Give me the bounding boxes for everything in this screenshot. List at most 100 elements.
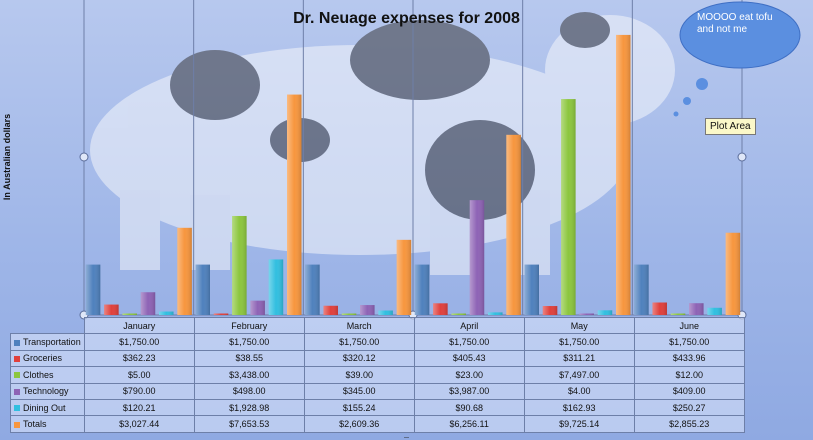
bar-highlight [634,264,649,315]
table-row: Technology $790.00 $498.00 $345.00 $3,987.00… [10,382,745,400]
table-cell: $311.21 [523,349,635,368]
bar-highlight [213,313,229,315]
table-row: Totals $3,027.44 $7,653.53 $2,609.36 $6,256.… [10,415,745,433]
bar-highlight [341,313,357,315]
bar-highlight [451,313,466,315]
legend-swatch [14,421,20,428]
table-cell: $362.23 [83,349,195,368]
legend-entry: Technology [10,382,85,400]
bar-highlight [433,303,448,315]
resize-grip[interactable]: ..... [403,433,410,440]
table-cell: $498.00 [193,382,305,400]
bar-highlight [378,310,393,315]
table-cell: $433.96 [633,349,745,368]
bar-highlight [396,239,412,315]
bar-highlight [689,303,704,315]
bar-highlight [561,99,576,316]
table-row: Groceries $362.23 $38.55 $320.12 $405.43 $311… [10,349,745,368]
bar-highlight [670,313,686,315]
data-table: January February March April May June Transpor… [10,316,745,433]
bar-highlight [542,306,558,315]
table-cell: $320.12 [303,349,415,368]
table-cell: $12.00 [633,366,745,384]
table-cell: $250.27 [633,398,745,417]
legend-entry: Totals [10,415,85,433]
bar-highlight [195,264,210,315]
bar-highlight [579,313,594,315]
x-tick-label: May [523,316,635,335]
table-cell: $3,438.00 [193,366,305,384]
table-cell: $23.00 [413,366,525,384]
table-cell: $409.00 [633,382,745,400]
table-cell: $3,987.00 [413,382,525,400]
table-cell: $39.00 [303,366,415,384]
plot-area-tooltip: Plot Area [705,118,756,135]
bar-highlight [597,310,613,315]
legend-entry: Dining Out [10,398,85,417]
table-row: Transportation $1,750.00 $1,750.00 $1,750.0… [10,333,745,351]
table-cell: $1,750.00 [523,333,635,351]
table-cell: $3,027.44 [83,415,195,433]
table-cell: $120.21 [83,398,195,417]
table-cell: $2,855.23 [633,415,745,433]
legend-entry: Clothes [10,366,85,384]
thought-bubble [673,1,801,117]
table-cell: $6,256.11 [413,415,525,433]
table-cell: $2,609.36 [303,415,415,433]
legend-entry: Transportation [10,333,85,351]
bar-highlight [469,200,485,315]
x-tick-label: June [633,316,745,335]
bar-highlight [287,94,302,315]
bar-highlight [104,304,119,315]
thought-bubble-text: MOOOO eat tofu and not me [697,12,773,35]
bar-highlight [85,264,101,315]
table-cell: $7,497.00 [523,366,635,384]
table-cell: $162.93 [523,398,635,417]
table-cell: $1,750.00 [83,333,195,351]
plot-area-resize-handle[interactable] [79,152,89,162]
bar-highlight [488,312,503,315]
bar-highlight [159,311,174,315]
table-row: Dining Out $120.21 $1,928.98 $155.24 $90.68 $… [10,398,745,417]
table-cell: $5.00 [83,366,195,384]
x-tick-label: January [83,316,195,335]
table-cell: $9,725.14 [523,415,635,433]
x-tick-label: April [413,316,525,335]
x-tick-label: February [193,316,305,335]
table-cell: $790.00 [83,382,195,400]
bar-highlight [305,264,320,315]
bar-highlight [268,259,284,315]
chart-title: Dr. Neuage expenses for 2008 [293,10,520,27]
table-cell: $1,750.00 [413,333,525,351]
bar-highlight [122,313,137,315]
y-axis-label: In Australian dollars [2,113,12,201]
plot-area-resize-handle[interactable] [737,152,747,162]
bar-highlight [616,34,631,316]
bar-highlight [707,307,722,315]
table-cell: $38.55 [193,349,305,368]
bar-highlight [414,264,430,315]
table-cell: $4.00 [523,382,635,400]
legend-entry: Groceries [10,349,85,368]
table-cell: $90.68 [413,398,525,417]
bar-highlight [506,134,521,315]
table-corner [11,318,85,334]
bar-highlight [725,232,741,315]
bar-highlight [524,264,539,315]
table-cell: $155.24 [303,398,415,417]
x-tick-label: March [303,316,415,335]
table-cell: $1,750.00 [633,333,745,351]
legend-swatch [14,388,20,395]
table-cell: $345.00 [303,382,415,400]
table-cell: $7,653.53 [193,415,305,433]
legend-swatch [14,405,20,412]
bar-highlight [323,305,338,315]
legend-swatch [14,339,20,346]
bar-highlight [360,305,375,315]
table-cell: $1,928.98 [193,398,305,417]
legend-swatch [14,356,20,363]
legend-swatch [14,372,20,379]
table-cell: $405.43 [413,349,525,368]
bar-highlight [177,227,192,315]
